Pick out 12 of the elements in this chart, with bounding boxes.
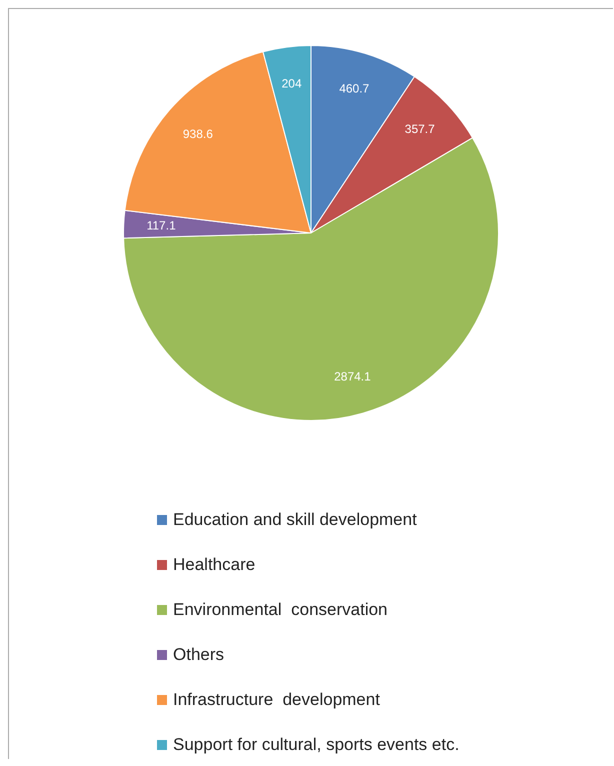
legend-label: Education and skill development — [173, 510, 417, 530]
data-label: 204 — [282, 76, 302, 91]
data-label: 357.7 — [404, 122, 436, 136]
legend-label: Others — [173, 644, 224, 664]
data-label: 460.7 — [339, 82, 370, 96]
legend-label: Infrastructure development — [173, 690, 380, 710]
data-label: 2874.1 — [334, 369, 372, 384]
data-label: 117.1 — [146, 218, 176, 232]
data-label: 938.6 — [182, 126, 214, 141]
legend-label: Support for cultural, sports events etc. — [173, 734, 460, 754]
legend-label: Environmental conservation — [173, 600, 388, 620]
legend-label: Healthcare — [173, 554, 256, 574]
